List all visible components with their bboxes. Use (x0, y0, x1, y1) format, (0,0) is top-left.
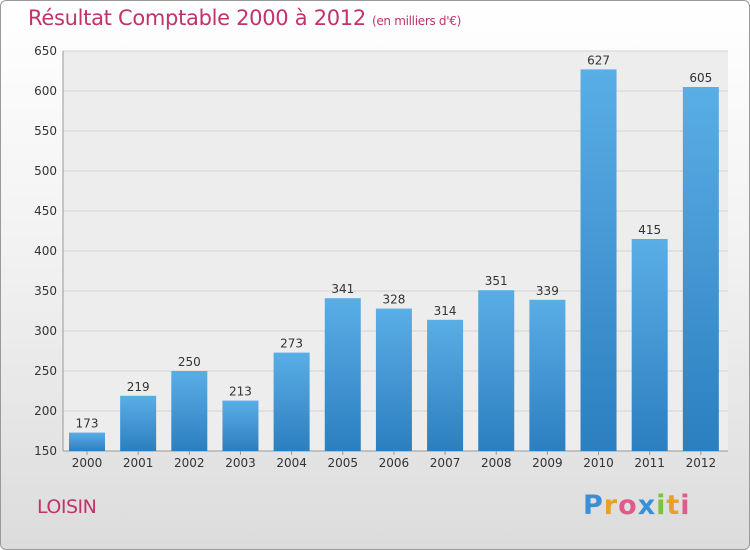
bar-2012 (682, 87, 719, 451)
logo-letter: i (680, 490, 691, 521)
bar-2008 (478, 290, 515, 451)
y-tick-label: 400 (34, 244, 57, 258)
x-tick-label: 2012 (686, 456, 717, 470)
commune-name: LOISIN (37, 496, 97, 518)
proxiti-logo[interactable]: Proxiti (583, 490, 691, 521)
chart-title: Résultat Comptable 2000 à 2012 (en millie… (28, 6, 461, 30)
y-tick-label: 200 (34, 404, 57, 418)
chart-title-text: Résultat Comptable 2000 à 2012 (28, 6, 366, 30)
x-tick-label: 2009 (532, 456, 563, 470)
bar-2003 (222, 400, 259, 451)
data-label: 213 (229, 385, 252, 399)
data-label: 328 (382, 293, 405, 307)
data-label: 314 (434, 304, 457, 318)
data-label: 339 (536, 284, 559, 298)
x-tick-label: 2010 (583, 456, 614, 470)
bar-2002 (171, 371, 208, 451)
y-tick-label: 450 (34, 204, 57, 218)
logo-letter: x (637, 490, 657, 521)
x-tick-label: 2004 (276, 456, 307, 470)
data-label: 273 (280, 337, 303, 351)
bar-2007 (427, 319, 464, 451)
logo-letter: P (583, 490, 604, 521)
x-tick-label: 2001 (123, 456, 154, 470)
data-label: 415 (638, 223, 661, 237)
x-tick-label: 2003 (225, 456, 256, 470)
y-tick-label: 150 (34, 444, 57, 458)
data-label: 627 (587, 53, 610, 67)
bar-2001 (120, 395, 157, 451)
x-tick-label: 2007 (430, 456, 461, 470)
bar-2004 (273, 352, 310, 451)
bar-2000 (69, 432, 105, 451)
y-tick-label: 500 (34, 164, 57, 178)
data-label: 219 (127, 380, 150, 394)
data-label: 351 (485, 274, 508, 288)
bar-2006 (375, 308, 412, 451)
x-axis: 2000 2001 2002 2003 2004 2005 2006 2007 2008 2009… (72, 451, 716, 470)
logo-letter: t (666, 490, 681, 521)
bar-2005 (324, 298, 361, 451)
y-tick-label: 250 (34, 364, 57, 378)
x-tick-label: 2005 (327, 456, 358, 470)
x-tick-label: 2000 (72, 456, 103, 470)
logo-letter: r (603, 490, 619, 521)
bar-2010 (580, 69, 617, 452)
x-tick-label: 2002 (174, 456, 205, 470)
logo-letter: i (656, 490, 667, 521)
chart-subtitle: (en milliers d'€) (371, 14, 461, 28)
y-tick-label: 350 (34, 284, 57, 298)
data-label: 605 (689, 71, 712, 85)
y-tick-label: 550 (34, 124, 57, 138)
logo-letter: o (618, 490, 638, 521)
y-tick-label: 300 (34, 324, 57, 338)
x-tick-label: 2008 (481, 456, 512, 470)
y-tick-label: 650 (34, 44, 57, 58)
y-axis: 150 200 250 300 350 400 450 500 550 600 650 (34, 44, 728, 458)
bars: 173 219 250 213 273 341 328 314 351 339 627 415 605 (69, 53, 719, 452)
x-tick-label: 2006 (379, 456, 410, 470)
bar-2009 (529, 299, 566, 451)
bar-2011 (631, 239, 668, 451)
data-label: 250 (178, 355, 201, 369)
x-tick-label: 2011 (634, 456, 665, 470)
data-label: 341 (331, 282, 354, 296)
y-tick-label: 600 (34, 84, 57, 98)
data-label: 173 (76, 417, 99, 431)
